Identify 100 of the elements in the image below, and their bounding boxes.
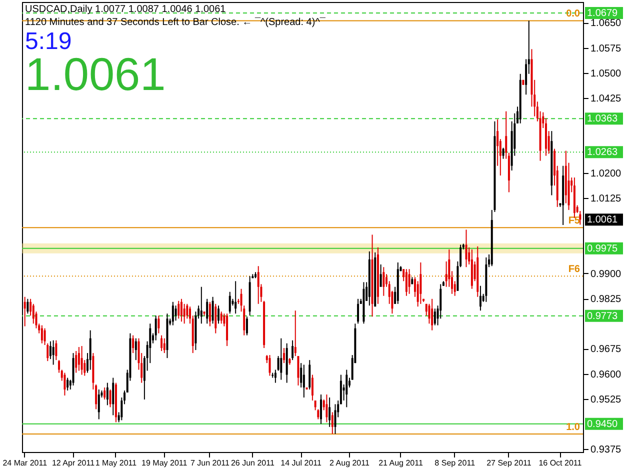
candlestick xyxy=(274,369,276,384)
candlestick xyxy=(292,340,294,361)
x-tick-label: 7 Jun 2011 xyxy=(190,458,230,468)
candlestick xyxy=(380,264,382,288)
x-tick-label: 16 Oct 2011 xyxy=(538,458,582,468)
candlestick xyxy=(308,360,311,390)
y-tick-label: 1.0125 xyxy=(590,194,622,205)
candlestick xyxy=(104,386,106,400)
candlestick xyxy=(357,298,360,324)
candlestick xyxy=(32,303,34,324)
annotation: F6 xyxy=(568,264,580,276)
y-tick-label: 0.9675 xyxy=(590,344,622,356)
candlestick xyxy=(208,301,211,327)
candlestick xyxy=(206,298,208,324)
candlestick xyxy=(154,315,157,341)
annotation: 1.0 xyxy=(566,422,580,433)
candlestick xyxy=(98,388,100,420)
x-tick-label: 26 Jun 2011 xyxy=(230,458,275,468)
y-tick-label: 1.0500 xyxy=(590,68,622,80)
candlestick xyxy=(163,338,166,354)
candlestick xyxy=(212,296,214,324)
x-tick-label: 8 Sep 2011 xyxy=(434,458,476,468)
candlestick xyxy=(268,354,271,376)
candlestick xyxy=(382,266,385,296)
candlestick xyxy=(174,305,177,322)
candlestick xyxy=(328,397,331,428)
y-tick-label: 0.9825 xyxy=(590,294,622,306)
candlestick xyxy=(280,338,282,380)
candlestick xyxy=(186,303,188,320)
candlestick xyxy=(465,229,468,268)
candlestick xyxy=(431,298,434,331)
candlestick xyxy=(160,334,163,352)
ref-line-label: 0.9773 xyxy=(587,310,618,322)
candlestick xyxy=(180,298,182,322)
x-tick-label: 24 Mar 2011 xyxy=(2,458,48,468)
ref-line-label: 0.9450 xyxy=(587,418,618,430)
candlestick xyxy=(331,412,334,434)
candlestick xyxy=(234,280,237,314)
candlestick xyxy=(408,268,410,294)
candlestick xyxy=(80,346,83,376)
candlestick xyxy=(172,301,174,326)
candlestick xyxy=(434,308,436,326)
candlestick xyxy=(311,374,314,402)
y-tick-label: 1.0650 xyxy=(590,18,622,30)
candlestick xyxy=(78,346,80,372)
candlestick xyxy=(294,310,296,357)
candlestick xyxy=(158,315,160,334)
y-tick-label: 1.0200 xyxy=(590,168,622,180)
annotation: 0.0 xyxy=(566,8,580,20)
candlestick xyxy=(257,266,260,304)
candlestick xyxy=(420,262,422,304)
candlestick xyxy=(132,334,134,354)
candlestick xyxy=(26,298,29,314)
y-tick-label: 0.9600 xyxy=(590,369,622,380)
candlestick xyxy=(64,372,66,396)
candlestick xyxy=(246,316,248,336)
ref-line-label: 1.0363 xyxy=(587,114,618,125)
annotation: 1.0061 xyxy=(587,214,618,226)
candlestick xyxy=(178,300,180,320)
candlestick xyxy=(405,268,408,296)
candlestick xyxy=(220,311,222,324)
x-tick-label: 14 Jul 2011 xyxy=(280,458,322,468)
candlestick xyxy=(134,338,137,361)
candlestick xyxy=(109,388,112,408)
candlestick xyxy=(334,404,336,434)
y-tick-label: 0.9525 xyxy=(590,394,622,406)
candlestick xyxy=(52,340,54,366)
candlestick xyxy=(66,377,69,391)
y-tick-label: 1.0575 xyxy=(590,43,622,54)
candlestick xyxy=(75,350,78,374)
candlestick xyxy=(479,285,482,312)
candlestick xyxy=(112,377,114,416)
candlestick xyxy=(282,348,285,364)
candlestick xyxy=(214,303,217,334)
candlestick xyxy=(24,296,26,327)
candlestick xyxy=(320,394,322,424)
candlestick xyxy=(346,369,348,408)
candlestick xyxy=(297,356,300,386)
chart-title: USDCAD,Daily 1.0077 1.0087 1.0046 1.0061 xyxy=(25,4,226,15)
candlestick xyxy=(106,382,108,406)
y-tick-label: 0.9900 xyxy=(590,268,622,280)
y-tick-label: 1.0425 xyxy=(590,93,622,104)
candlestick xyxy=(317,408,320,420)
candlestick xyxy=(89,330,92,370)
ref-line-label: 1.0263 xyxy=(587,147,618,158)
candlestick xyxy=(55,340,58,361)
candlestick xyxy=(326,394,328,423)
candlestick xyxy=(302,364,305,398)
x-tick-label: 2 Aug 2011 xyxy=(330,458,370,468)
ref-line-label: 0.9975 xyxy=(587,243,618,254)
candlestick xyxy=(228,291,231,314)
candlestick xyxy=(502,147,504,160)
x-tick-label: 12 Apr 2011 xyxy=(52,458,96,468)
candlestick xyxy=(200,286,202,324)
x-tick-label: 27 Sep 2011 xyxy=(486,458,532,468)
y-tick-label: 0.9375 xyxy=(590,444,622,456)
candlestick xyxy=(217,305,220,324)
ref-line-label: 1.0679 xyxy=(587,8,618,20)
x-tick-label: 1 May 2011 xyxy=(95,458,138,468)
x-tick-label: 21 Aug 2011 xyxy=(378,458,424,468)
